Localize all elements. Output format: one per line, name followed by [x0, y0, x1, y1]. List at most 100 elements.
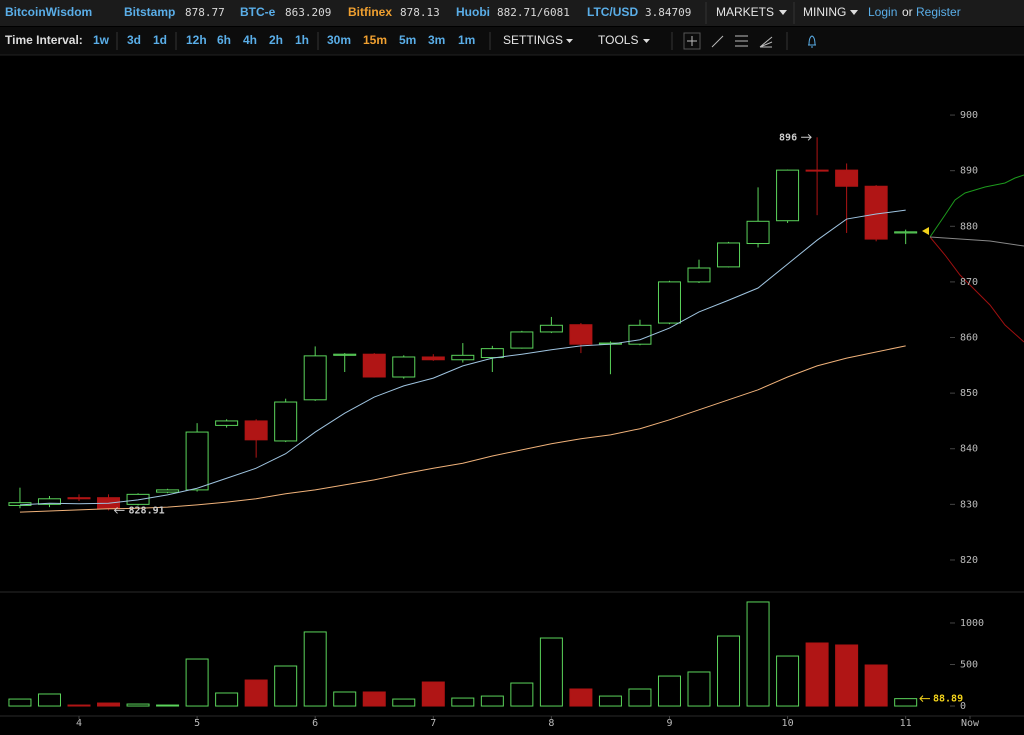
interval[interactable]: 4h	[243, 33, 257, 47]
price: 882.71/6081	[497, 6, 570, 19]
y-tick-label: 880	[960, 221, 978, 232]
fan-icon[interactable]	[759, 36, 773, 48]
candle-body	[480, 348, 504, 359]
volume-bar	[657, 675, 681, 707]
low-arrow	[113, 507, 125, 514]
candle-body	[362, 353, 386, 378]
x-tick-label: 5	[194, 718, 200, 729]
y-tick-label: 820	[960, 555, 978, 566]
interval[interactable]: 30m	[327, 33, 351, 47]
candle-body	[421, 356, 445, 361]
candle-body	[569, 324, 593, 345]
y-tick-label: 900	[960, 110, 978, 121]
cross-icon	[687, 36, 697, 46]
caret	[850, 10, 858, 15]
y-tick-label: 0	[960, 701, 966, 712]
interval[interactable]: 1h	[295, 33, 309, 47]
candle-body	[776, 169, 800, 222]
volume-bar	[539, 637, 563, 707]
candle-body	[717, 242, 741, 268]
candle-body	[894, 231, 918, 234]
interval[interactable]: 3d	[127, 33, 141, 47]
last-volume-label: 88.89	[933, 694, 963, 705]
volume-bar	[274, 665, 298, 707]
candle-body	[244, 420, 268, 441]
volume-bar	[510, 682, 534, 707]
volume-bar	[864, 664, 888, 707]
y-tick-label: 840	[960, 444, 978, 455]
candle-body	[274, 401, 298, 442]
exchange[interactable]: BTC-e	[240, 5, 276, 19]
caret	[566, 39, 573, 43]
low-label: 828.91	[129, 505, 165, 516]
candle-body	[37, 498, 61, 505]
login[interactable]: Login	[868, 5, 897, 19]
interval[interactable]: 5m	[399, 33, 416, 47]
candle-body	[510, 331, 534, 349]
depth-bid	[929, 174, 1024, 238]
candle-body	[657, 281, 681, 324]
exchange[interactable]: Bitfinex	[348, 5, 392, 19]
settings-menu[interactable]: SETTINGS	[503, 33, 563, 47]
alert-icon[interactable]	[808, 35, 816, 48]
or: or	[902, 5, 913, 19]
high-label: 896	[779, 132, 797, 143]
y-tick-label: 890	[960, 166, 978, 177]
volume-bar	[628, 688, 652, 707]
menu[interactable]: MINING	[803, 5, 846, 19]
y-tick-label: 1000	[960, 618, 984, 629]
volume-bar	[451, 697, 475, 707]
line-icon[interactable]	[711, 35, 724, 48]
y-tick-label: 870	[960, 277, 978, 288]
interval[interactable]: 2h	[269, 33, 283, 47]
candle-body	[185, 431, 209, 491]
interval[interactable]: 1w	[93, 33, 110, 47]
interval[interactable]: 6h	[217, 33, 231, 47]
moving-average	[19, 345, 906, 513]
last-volume-arrow	[919, 695, 930, 703]
exchange[interactable]: Bitstamp	[124, 5, 175, 19]
interval[interactable]: 1d	[153, 33, 167, 47]
volume-bar	[421, 681, 445, 707]
volume-bar	[37, 693, 61, 707]
interval[interactable]: 3m	[428, 33, 445, 47]
x-tick-label: Now	[961, 718, 980, 729]
volume-bar	[244, 679, 268, 707]
moving-average	[19, 209, 906, 506]
brand[interactable]: BitcoinWisdom	[5, 5, 92, 19]
y-tick-label: 830	[960, 499, 978, 510]
candle-body	[628, 324, 652, 345]
tools-menu[interactable]: TOOLS	[598, 33, 638, 47]
volume-bar	[717, 635, 741, 707]
price: 3.84709	[645, 6, 691, 19]
volume-bar	[598, 695, 622, 707]
caret	[643, 39, 650, 43]
volume-bar	[569, 688, 593, 707]
volume-bar	[333, 691, 357, 707]
tool-cross[interactable]	[683, 32, 701, 50]
volume-bar	[805, 642, 829, 707]
volume-bar	[894, 698, 918, 707]
interval[interactable]: 12h	[186, 33, 207, 47]
interval-label: Time Interval:	[5, 33, 83, 47]
volume-bar	[97, 702, 121, 707]
volume-bar	[776, 655, 800, 707]
volume-bar	[215, 692, 239, 707]
x-tick-label: 11	[900, 718, 912, 729]
draw-tools	[683, 32, 816, 50]
menu[interactable]: MARKETS	[716, 5, 774, 19]
exchange[interactable]: LTC/USD	[587, 5, 638, 19]
candle-body	[835, 169, 859, 187]
interval-active[interactable]: 15m	[363, 33, 387, 47]
interval[interactable]: 1m	[458, 33, 475, 47]
volume-bar	[67, 704, 91, 707]
x-tick-label: 9	[666, 718, 672, 729]
high-arrow	[801, 133, 812, 141]
price: 863.209	[285, 6, 331, 19]
register[interactable]: Register	[916, 5, 961, 19]
price: 878.13	[400, 6, 440, 19]
exchange[interactable]: Huobi	[456, 5, 490, 19]
fib-icon[interactable]	[735, 35, 748, 47]
